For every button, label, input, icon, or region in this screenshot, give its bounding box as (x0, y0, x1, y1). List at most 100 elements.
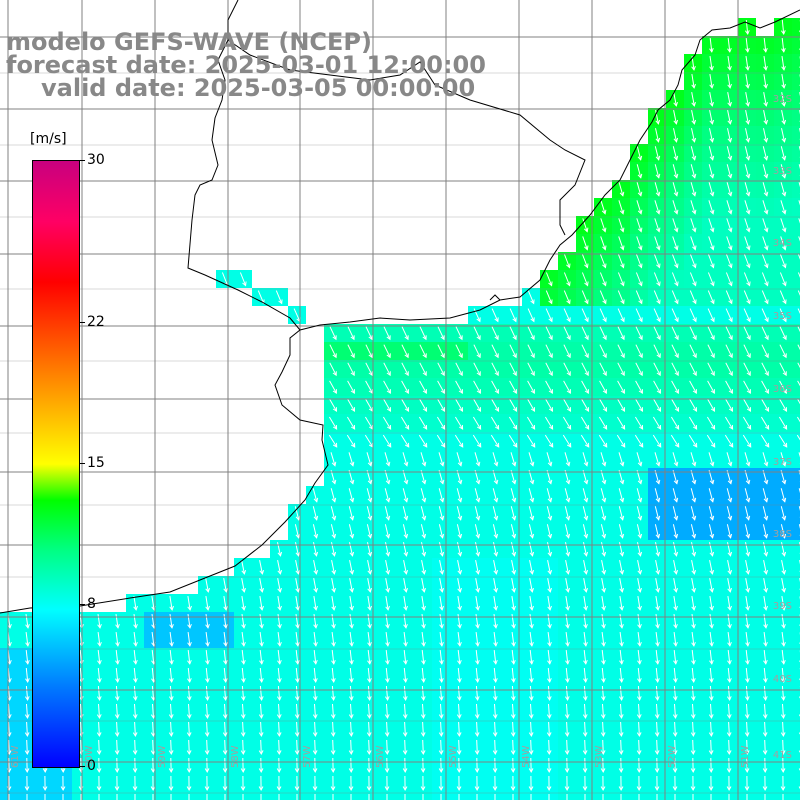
estuary-outline (489, 294, 501, 301)
wind-arrow (653, 308, 661, 323)
wind-arrow (708, 218, 715, 233)
wind-arrow (508, 416, 518, 430)
wind-arrow (97, 667, 102, 684)
wind-arrow (744, 470, 751, 485)
wind-arrow (672, 218, 679, 233)
wind-arrow (672, 488, 679, 503)
wind-arrow (329, 344, 337, 359)
wind-arrow (493, 560, 499, 575)
wind-arrow (636, 685, 642, 702)
wind-arrow (796, 416, 800, 423)
wind-arrow (384, 470, 391, 485)
wind-arrow (762, 506, 769, 521)
wind-arrow (545, 344, 553, 359)
wind-arrow (636, 488, 643, 503)
wind-arrow (582, 721, 588, 738)
wind-arrow (169, 650, 174, 665)
wind-arrow (636, 164, 643, 179)
wind-arrow (547, 596, 552, 611)
wind-arrow (277, 560, 283, 575)
wind-arrow (781, 56, 786, 71)
wind-arrow (366, 721, 372, 738)
wind-arrow (330, 739, 336, 756)
wind-arrow (368, 794, 370, 800)
wind-arrow (546, 685, 552, 702)
wind-arrow (707, 326, 715, 341)
wind-arrow (653, 380, 661, 394)
wind-arrow (313, 578, 318, 593)
wind-arrow (797, 380, 800, 387)
wind-arrow (133, 650, 138, 665)
wind-arrow (383, 344, 391, 359)
wind-arrow (348, 506, 355, 521)
wind-arrow (385, 667, 390, 684)
wind-arrow (366, 775, 372, 792)
wind-arrow (511, 560, 517, 575)
wind-arrow (169, 614, 174, 629)
wind-arrow (350, 794, 352, 800)
wind-arrow (564, 506, 571, 521)
wind-arrow (761, 290, 769, 305)
wind-arrow (494, 794, 496, 800)
wind-arrow (779, 326, 787, 341)
wind-arrow (385, 650, 390, 665)
wind-arrow (779, 380, 787, 394)
wind-arrow (403, 578, 408, 593)
wind-arrow (724, 416, 734, 430)
wind-arrow (762, 452, 769, 467)
wind-arrow (653, 362, 661, 377)
wind-arrow (654, 470, 661, 485)
wind-arrow (673, 614, 678, 629)
wind-arrow (512, 794, 514, 800)
wind-arrow (690, 775, 696, 792)
wind-arrow (689, 308, 697, 323)
wind-arrow (763, 74, 768, 89)
wind-arrow (150, 775, 156, 792)
wind-arrow (600, 775, 606, 792)
wind-arrow (761, 272, 769, 287)
wind-arrow (259, 578, 264, 593)
wind-arrow (347, 398, 356, 413)
wind-arrow (294, 757, 300, 774)
wind-arrow (744, 164, 751, 179)
wind-arrow (132, 757, 138, 774)
wind-arrow (24, 757, 30, 774)
wind-arrow (637, 542, 643, 557)
wind-arrow (725, 272, 733, 287)
wind-arrow (743, 272, 751, 287)
wind-arrow (743, 308, 751, 323)
wind-arrow (654, 685, 660, 702)
wind-arrow (278, 794, 280, 800)
wind-arrow (619, 560, 625, 575)
wind-arrow (347, 380, 355, 394)
wind-arrow (527, 344, 535, 359)
wind-arrow (168, 685, 174, 702)
wind-arrow (367, 632, 372, 647)
wind-arrow (780, 19, 786, 36)
wind-arrow (600, 721, 606, 738)
longitude-label: 52W (667, 745, 678, 768)
wind-arrow (781, 650, 786, 665)
wind-arrow (600, 739, 606, 756)
wind-arrow (763, 578, 768, 593)
wind-arrow (671, 290, 679, 305)
wind-arrow (562, 434, 572, 448)
wind-arrow (511, 542, 517, 557)
wind-arrow (708, 685, 714, 702)
wind-arrow (744, 703, 750, 720)
wind-arrow (636, 182, 643, 197)
wind-arrow (690, 254, 697, 269)
wind-arrow (744, 721, 750, 738)
wind-arrow (781, 667, 786, 684)
wind-arrow (511, 596, 516, 611)
wind-arrow (690, 685, 696, 702)
wind-arrow (745, 92, 750, 107)
wind-arrow (277, 614, 282, 629)
wind-arrow (348, 721, 354, 738)
wind-arrow (241, 614, 246, 629)
wind-arrow (781, 74, 786, 89)
wind-arrow (419, 380, 427, 394)
wind-arrow (672, 721, 678, 738)
wind-arrow (744, 524, 751, 539)
latitude-label: 38S (773, 529, 792, 540)
